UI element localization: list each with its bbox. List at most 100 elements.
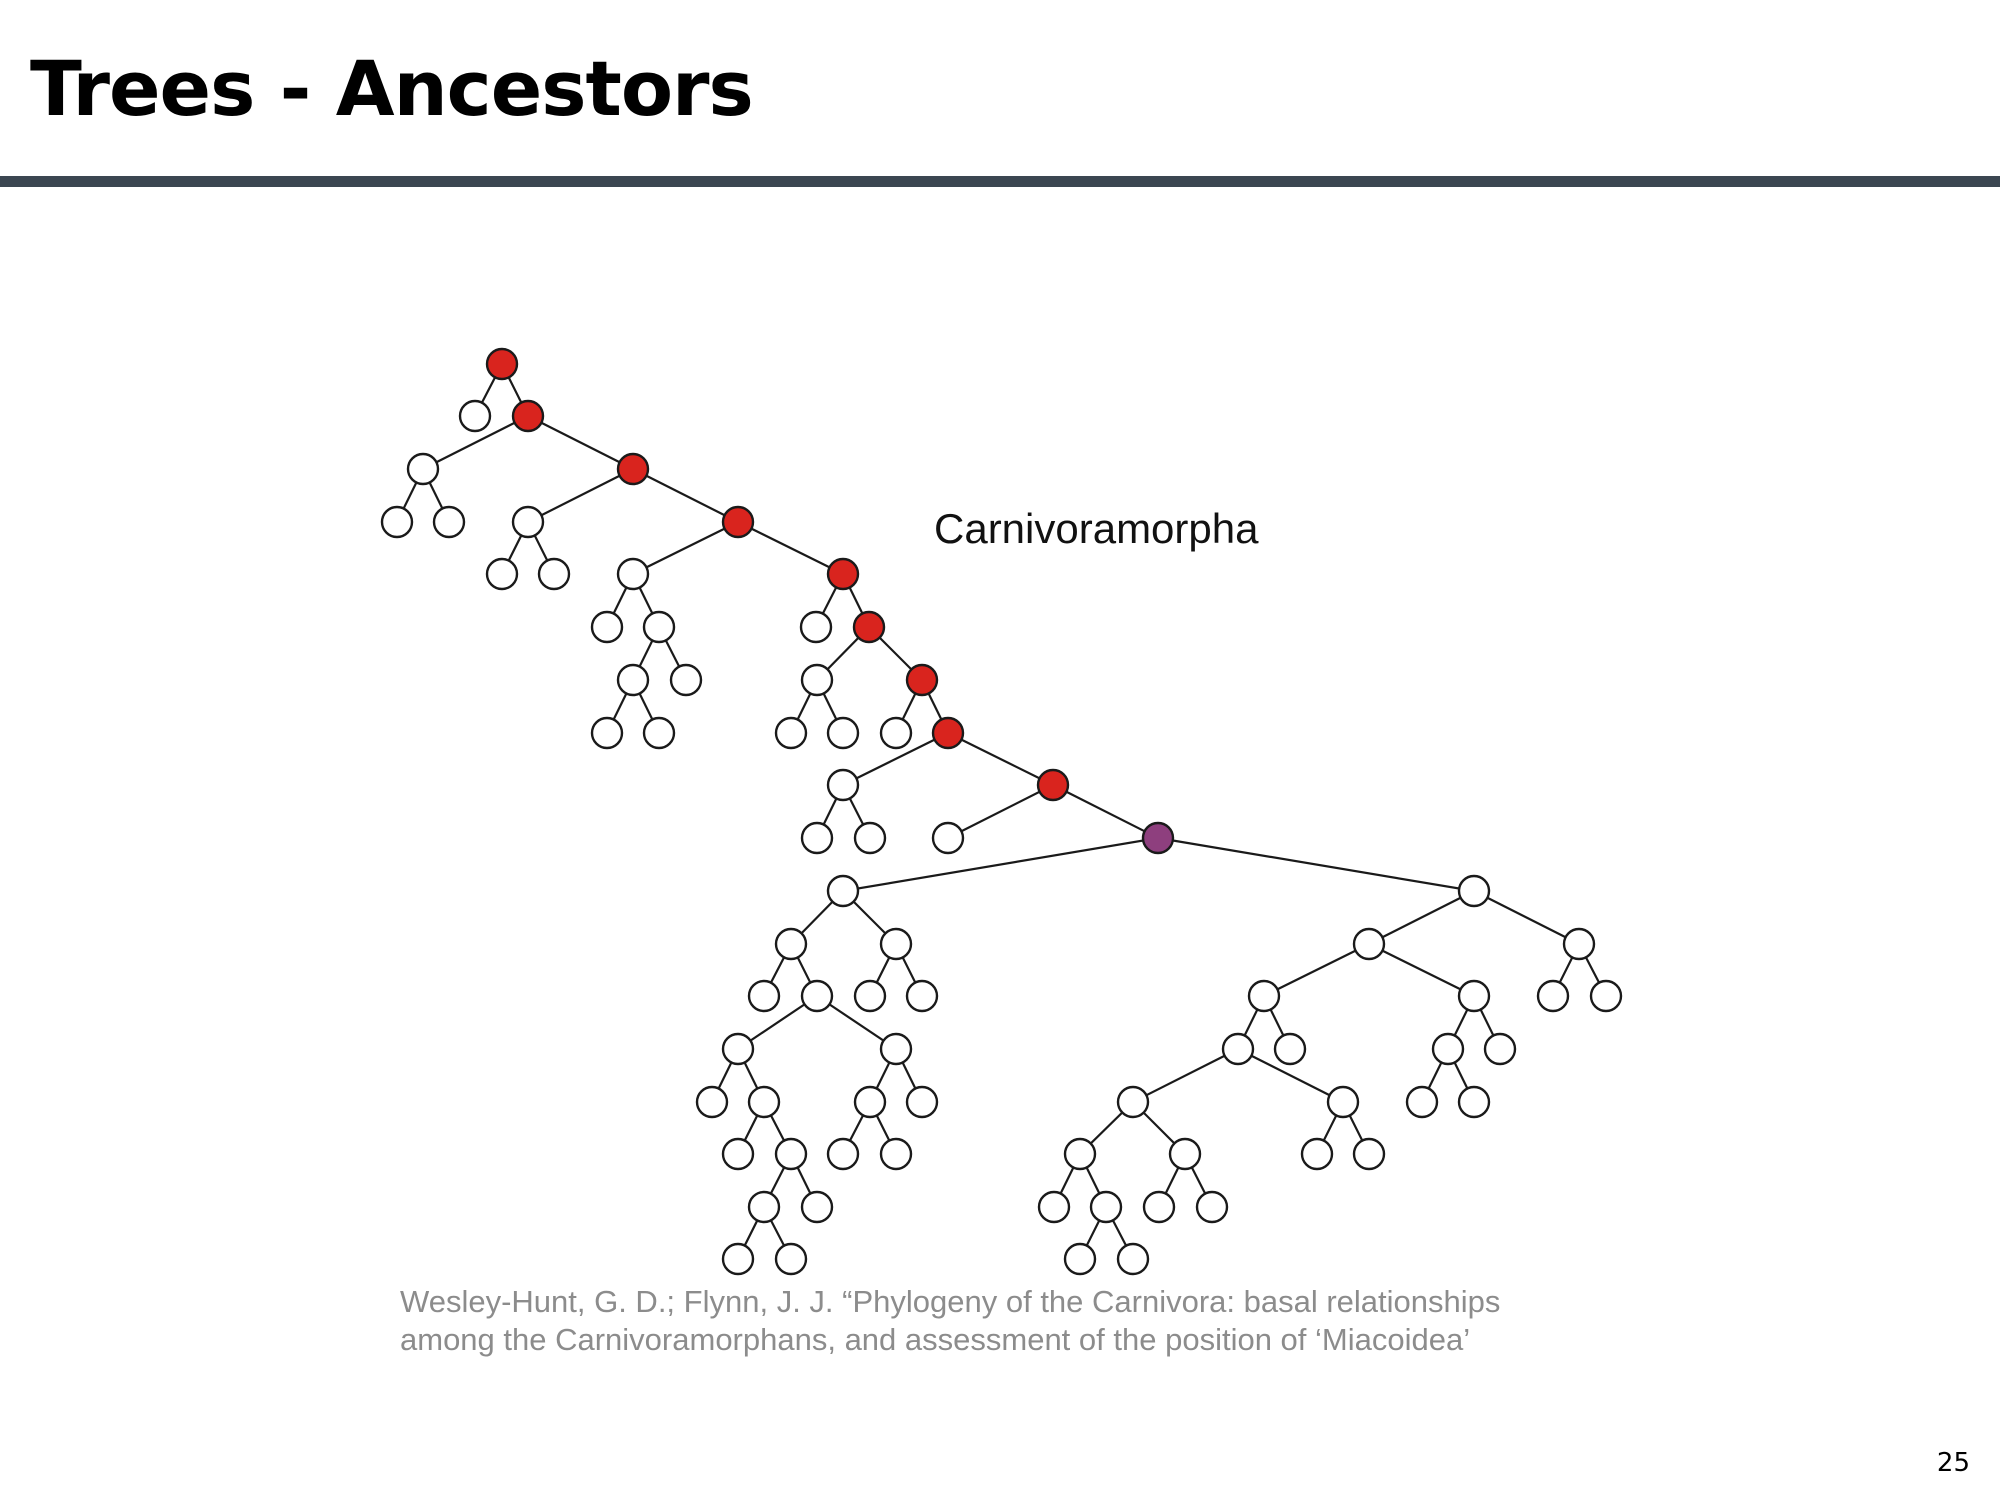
ancestor-node [485,347,519,381]
taxon-node [800,663,834,697]
taxon-node [1405,1085,1439,1119]
tree-edge [527,415,634,470]
taxon-node [1116,1242,1150,1276]
taxon-node [1063,1242,1097,1276]
taxon-node [1116,1085,1150,1119]
tree-edge [842,836,1159,893]
tree-edge [947,732,1054,786]
taxon-node [1326,1085,1360,1119]
taxon-node [747,1190,781,1224]
taxon-node [853,979,887,1013]
taxon-node [879,716,913,750]
taxon-node [1352,1137,1386,1171]
ancestor-node [721,505,755,539]
tree-edge [842,732,949,786]
clade-label: Carnivoramorpha [934,505,1259,552]
tree-nodes [380,347,1623,1276]
taxon-node [1142,1190,1176,1224]
taxon-node [590,716,624,750]
ancestor-node [931,716,965,750]
taxon-node [1457,1085,1491,1119]
taxon-node [485,557,519,591]
taxon-node [1589,979,1623,1013]
tree-edge [632,521,739,575]
taxon-node [800,821,834,855]
taxon-node [1168,1137,1202,1171]
taxon-node [747,1085,781,1119]
tree-edge [1263,943,1370,997]
taxon-node [1221,1032,1255,1066]
taxon-node [1247,979,1281,1013]
taxon-node [669,663,703,697]
ancestor-node [1036,768,1070,802]
tree-edge [1368,890,1475,945]
taxon-node [406,452,440,486]
taxon-node [721,1242,755,1276]
taxon-node [616,663,650,697]
taxon-node [642,716,676,750]
citation-line-1: Wesley-Hunt, G. D.; Flynn, J. J. “Phylog… [400,1284,1501,1319]
taxon-node [853,821,887,855]
tree-edge [947,784,1054,839]
crown-ancestor-node [1141,821,1175,855]
taxon-node [774,716,808,750]
taxon-node [879,927,913,961]
taxon-node [721,1032,755,1066]
ancestor-node [511,399,545,433]
taxon-node [458,399,492,433]
tree-edge [1237,1048,1344,1103]
taxon-node [1037,1190,1071,1224]
slide-title: Trees - Ancestors [30,44,754,133]
taxon-node [1195,1190,1229,1224]
taxon-node [800,979,834,1013]
citation-line-2: among the Carnivoramorphans, and assessm… [400,1322,1471,1357]
taxon-node [826,1137,860,1171]
taxon-node [1562,927,1596,961]
taxon-node [1536,979,1570,1013]
taxon-node [537,557,571,591]
taxon-node [826,716,860,750]
taxon-node [642,610,676,644]
ancestor-node [905,663,939,697]
taxon-node [853,1085,887,1119]
taxon-node [1352,927,1386,961]
tree-edge [1052,784,1159,839]
tree-edge [422,415,529,470]
tree-edge [632,468,739,523]
taxon-node [1457,874,1491,908]
taxon-node [826,768,860,802]
taxon-node [695,1085,729,1119]
taxon-node [511,505,545,539]
taxon-node [826,874,860,908]
taxon-node [905,1085,939,1119]
ancestor-node [826,557,860,591]
citation: Wesley-Hunt, G. D.; Flynn, J. J. “Phylog… [400,1283,1700,1359]
ancestor-node [616,452,650,486]
taxon-node [747,979,781,1013]
ancestor-node [852,610,886,644]
taxon-node [774,927,808,961]
taxon-node [432,505,466,539]
taxon-node [905,979,939,1013]
taxon-node [721,1137,755,1171]
taxon-node [1063,1137,1097,1171]
taxon-node [800,1190,834,1224]
taxon-node [616,557,650,591]
taxon-node [879,1137,913,1171]
tree-edge [527,468,634,523]
page-number: 25 [1936,1448,1970,1478]
taxon-node [1431,1032,1465,1066]
taxon-node [380,505,414,539]
tree-edge [1132,1048,1239,1103]
taxon-node [590,610,624,644]
taxon-node [1273,1032,1307,1066]
taxon-node [1300,1137,1334,1171]
title-divider [0,176,2000,187]
tree-edge [1473,890,1580,945]
tree-edges [396,363,1607,1260]
taxon-node [931,821,965,855]
taxon-node [879,1032,913,1066]
taxon-node [1457,979,1491,1013]
taxon-node [799,610,833,644]
